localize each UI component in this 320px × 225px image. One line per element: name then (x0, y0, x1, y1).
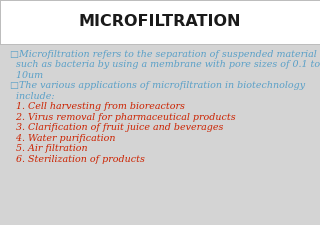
Text: 4. Water purification: 4. Water purification (10, 134, 116, 143)
Text: □Microfiltration refers to the separation of suspended material: □Microfiltration refers to the separatio… (10, 50, 317, 59)
Text: 1. Cell harvesting from bioreactors: 1. Cell harvesting from bioreactors (10, 102, 185, 111)
Text: 6. Sterilization of products: 6. Sterilization of products (10, 155, 145, 164)
Bar (0, 0, 320, 44)
Text: 2. Virus removal for pharmaceutical products: 2. Virus removal for pharmaceutical prod… (10, 113, 236, 122)
Text: 3. Clarification of fruit juice and beverages: 3. Clarification of fruit juice and beve… (10, 123, 223, 132)
Text: MICROFILTRATION: MICROFILTRATION (79, 14, 241, 29)
Text: 10um: 10um (10, 71, 43, 80)
Text: such as bacteria by using a membrane with pore sizes of 0.1 to: such as bacteria by using a membrane wit… (10, 60, 320, 69)
Text: 5. Air filtration: 5. Air filtration (10, 144, 88, 153)
Text: □The various applications of microfiltration in biotechnology: □The various applications of microfiltra… (10, 81, 305, 90)
Text: include:: include: (10, 92, 55, 101)
